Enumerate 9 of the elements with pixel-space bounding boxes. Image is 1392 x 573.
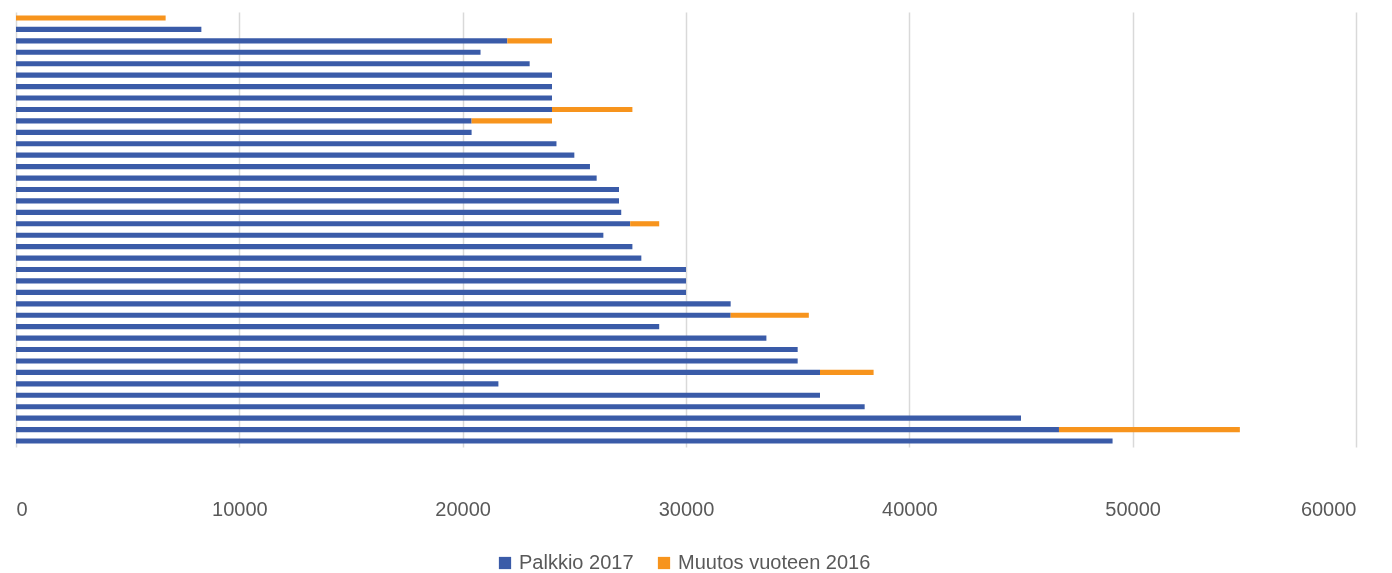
x-tick-label: 20000 [435,497,491,520]
x-tick-label: 60000 [1300,497,1357,520]
x-tick-label: 40000 [882,497,938,520]
legend-label: Muutos vuoteen 2016 [678,551,871,573]
x-tick-label: 0 [16,497,28,520]
legend-label: Palkkio 2017 [519,551,634,573]
x-tick-label: 50000 [1105,497,1161,520]
x-tick-label: 10000 [212,497,268,520]
x-tick-label: 30000 [658,497,715,520]
